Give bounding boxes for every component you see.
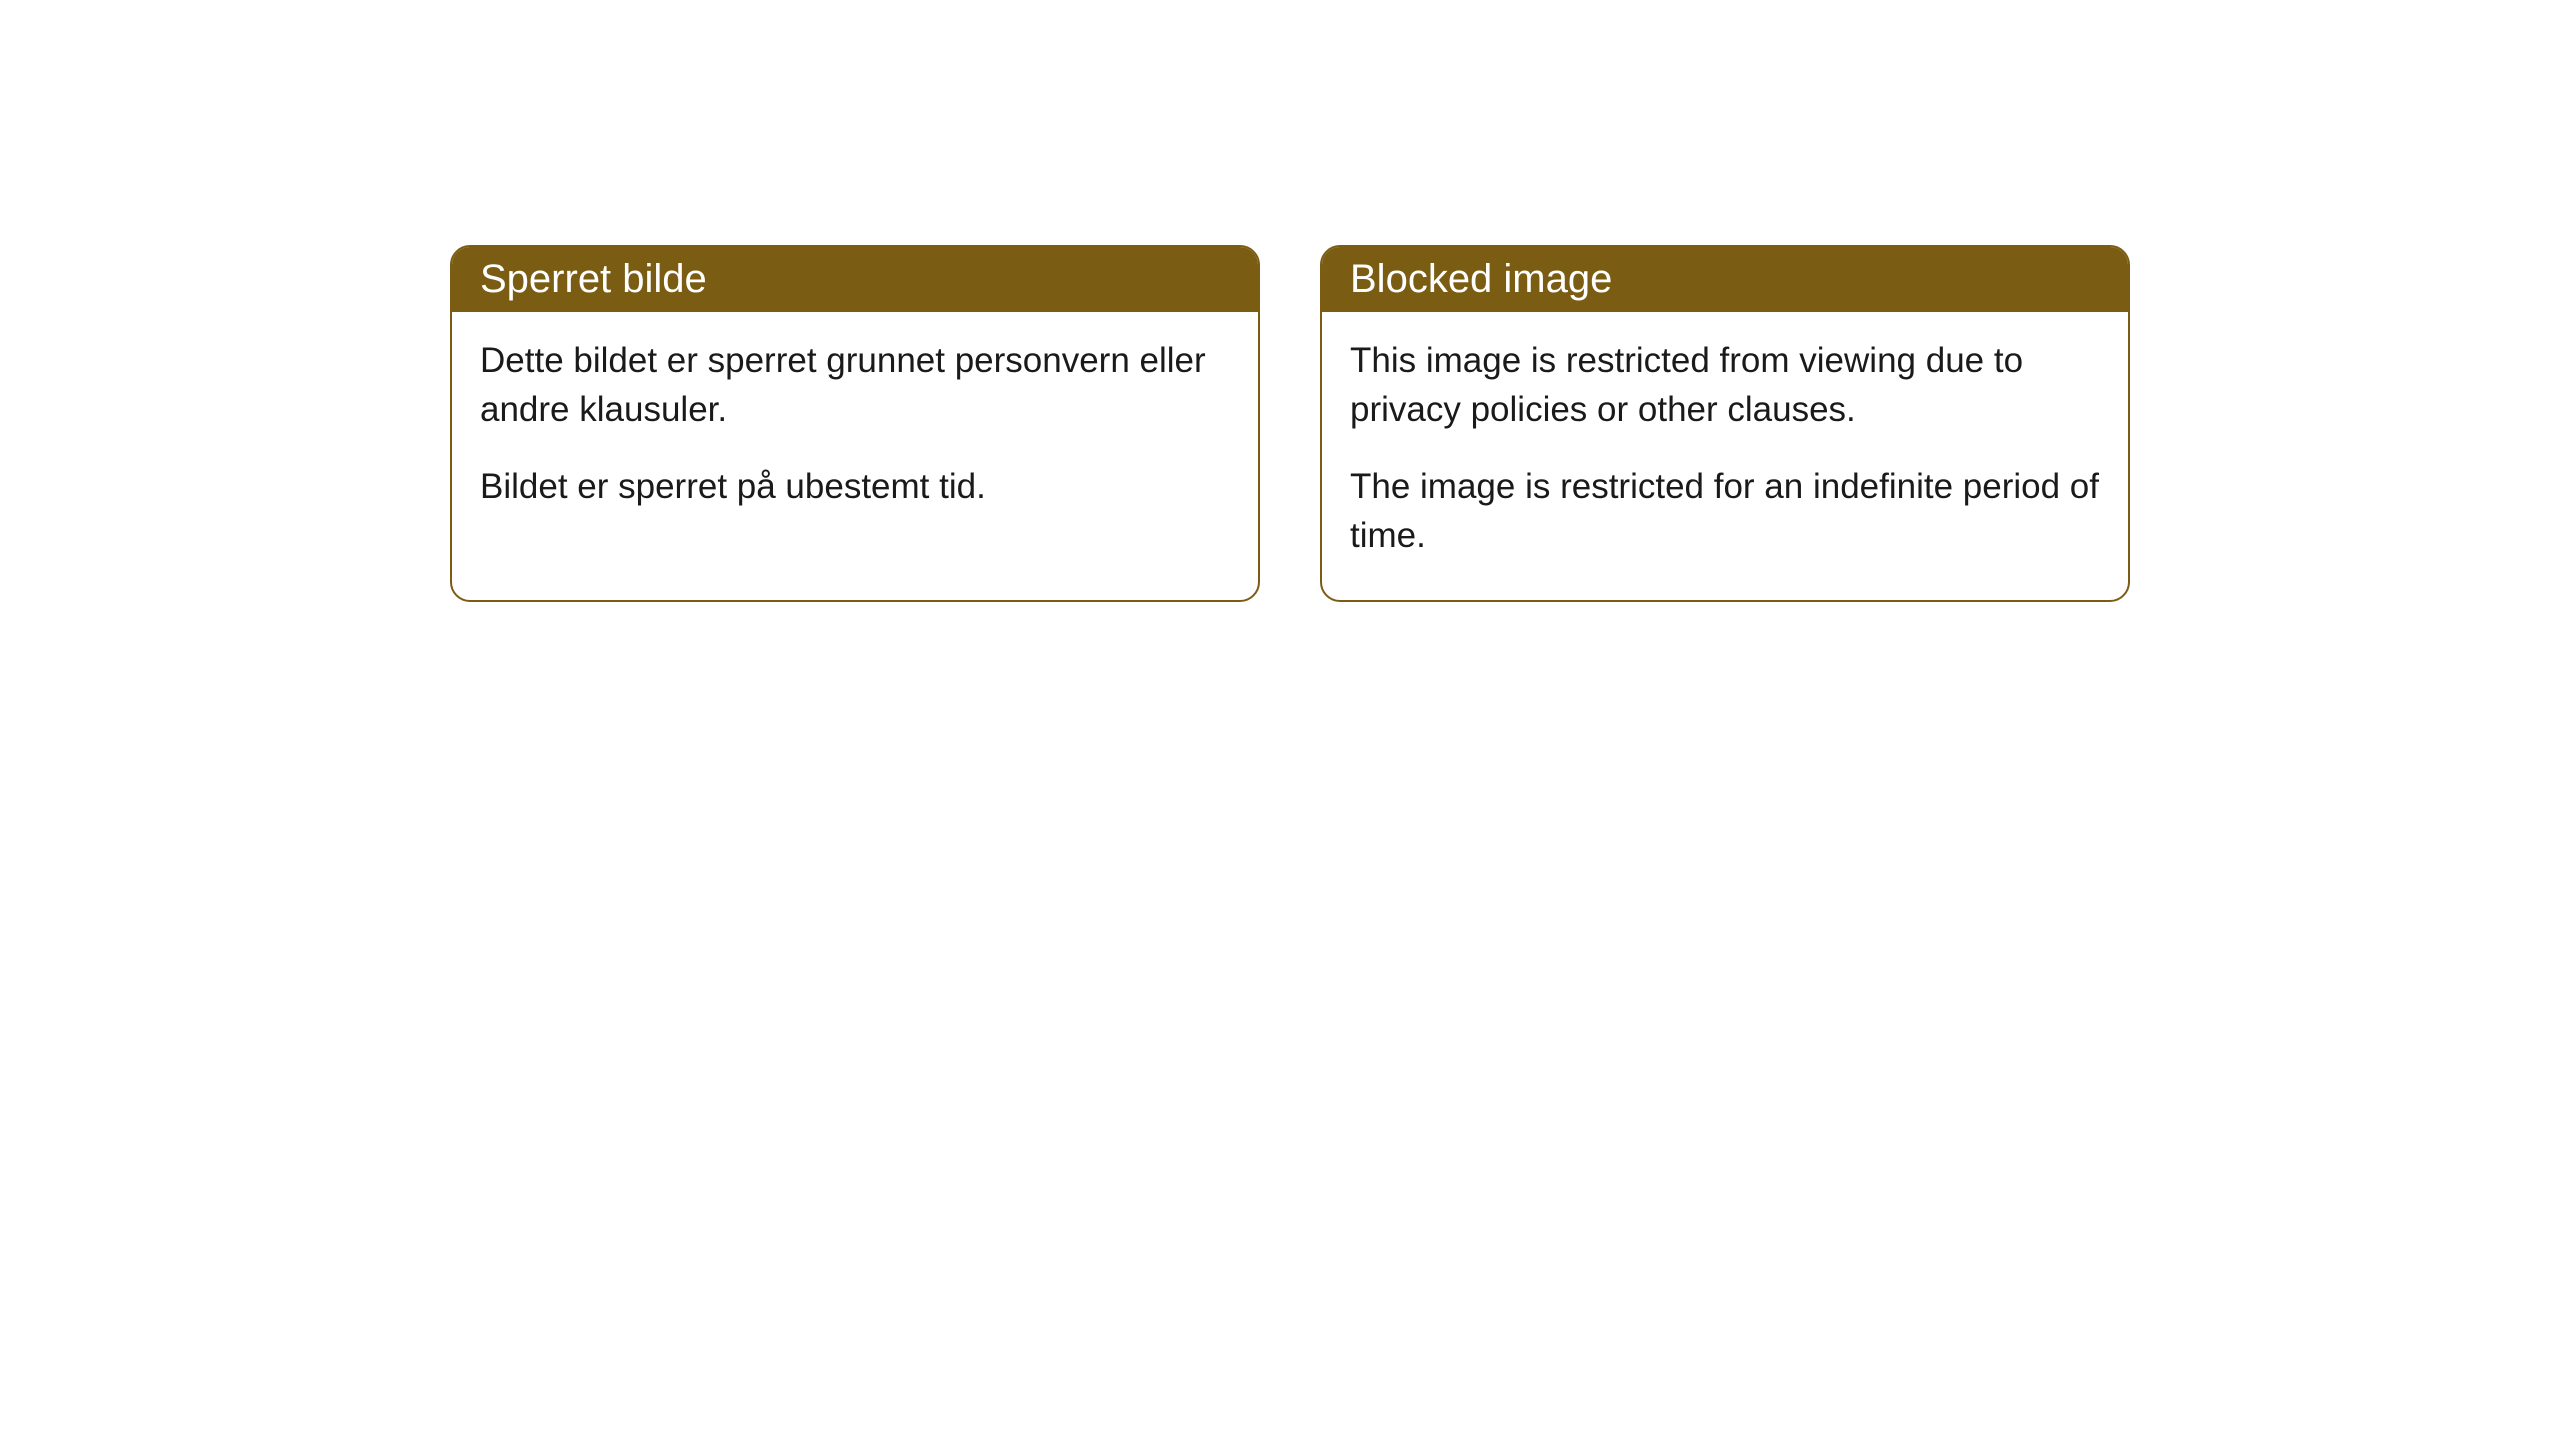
blocked-image-card-english: Blocked image This image is restricted f… — [1320, 245, 2130, 602]
card-paragraph-2: Bildet er sperret på ubestemt tid. — [480, 462, 1230, 511]
card-body: This image is restricted from viewing du… — [1322, 312, 2128, 600]
card-title: Blocked image — [1322, 247, 2128, 312]
card-paragraph-2: The image is restricted for an indefinit… — [1350, 462, 2100, 560]
card-paragraph-1: Dette bildet er sperret grunnet personve… — [480, 336, 1230, 434]
card-body: Dette bildet er sperret grunnet personve… — [452, 312, 1258, 551]
blocked-image-card-norwegian: Sperret bilde Dette bildet er sperret gr… — [450, 245, 1260, 602]
card-title: Sperret bilde — [452, 247, 1258, 312]
cards-container: Sperret bilde Dette bildet er sperret gr… — [0, 0, 2560, 602]
card-paragraph-1: This image is restricted from viewing du… — [1350, 336, 2100, 434]
